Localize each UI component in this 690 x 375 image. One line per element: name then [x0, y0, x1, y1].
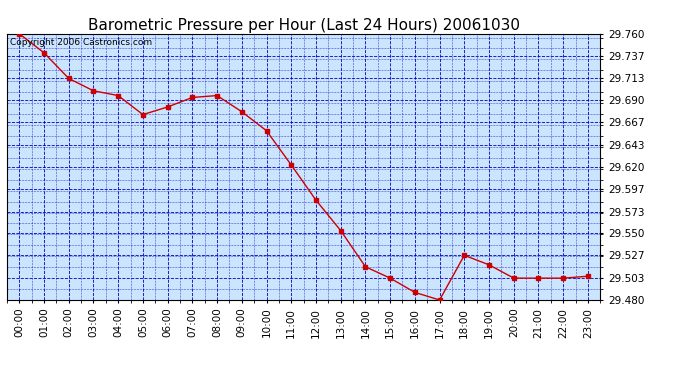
Text: Copyright 2006 Castronics.com: Copyright 2006 Castronics.com: [10, 38, 152, 47]
Title: Barometric Pressure per Hour (Last 24 Hours) 20061030: Barometric Pressure per Hour (Last 24 Ho…: [88, 18, 520, 33]
